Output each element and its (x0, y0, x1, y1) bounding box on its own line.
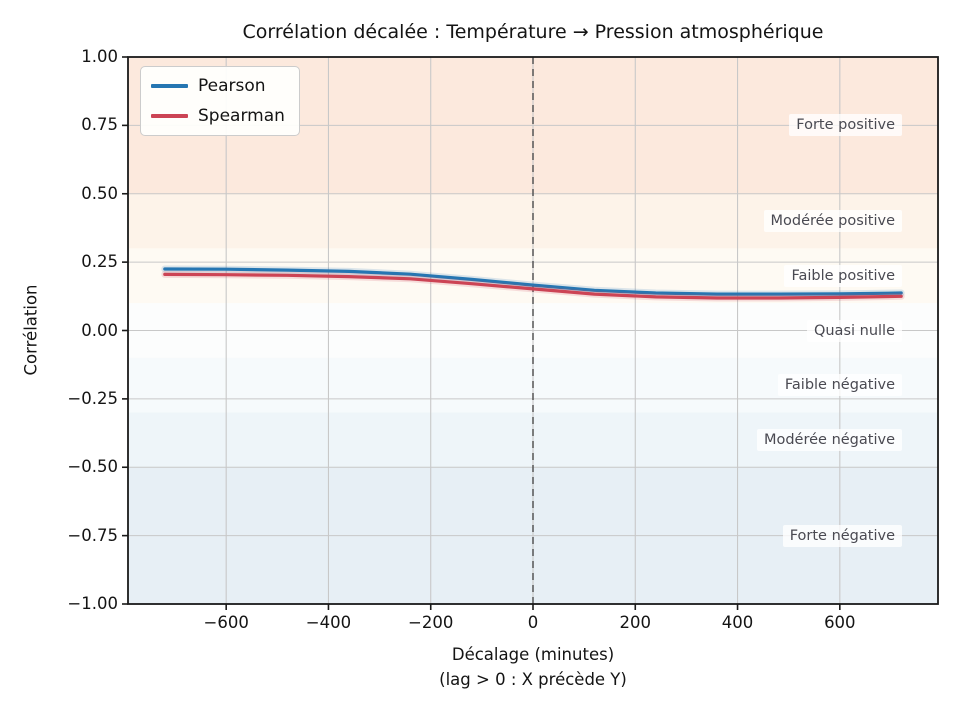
spearman-line (163, 272, 903, 300)
band-label: Modérée positive (763, 210, 902, 233)
x-tick-label: −600 (203, 613, 249, 632)
legend-entry-pearson: Pearson (151, 74, 285, 98)
x-tick-label: −200 (408, 613, 454, 632)
y-tick-label: −0.50 (67, 457, 118, 477)
x-tick-label: 200 (619, 613, 652, 632)
y-axis-label: Corrélation (21, 284, 41, 376)
legend-label-pearson: Pearson (198, 76, 266, 96)
chart-title: Corrélation décalée : Température → Pres… (242, 21, 824, 43)
x-tick-label: 400 (721, 613, 754, 632)
legend: Pearson Spearman (140, 66, 300, 136)
y-tick-label: 0.25 (81, 252, 118, 272)
band-label: Faible positive (784, 264, 902, 287)
band-label: Quasi nulle (806, 319, 902, 342)
x-axis-label-note: (lag > 0 : X précède Y) (439, 670, 627, 689)
y-tick-label: 0.00 (81, 320, 118, 340)
band-label: Forte négative (782, 524, 902, 547)
y-tick-label: −0.75 (67, 525, 118, 545)
pearson-line-swatch (151, 84, 188, 88)
y-tick-label: 0.50 (81, 183, 118, 203)
y-tick-label: −0.25 (67, 388, 118, 408)
x-tick-label: 600 (824, 613, 856, 632)
legend-entry-spearman: Spearman (151, 104, 285, 128)
y-tick-label: −1.00 (67, 594, 118, 613)
x-tick-label: 0 (527, 613, 539, 632)
y-tick-label: 0.75 (81, 115, 118, 135)
band-label: Faible négative (777, 374, 902, 397)
band-label: Forte positive (789, 114, 902, 137)
x-axis-label: Décalage (minutes) (451, 645, 615, 664)
spearman-line-swatch (151, 114, 188, 118)
y-tick-label: 1.00 (81, 47, 118, 66)
pearson-line (163, 267, 903, 296)
legend-label-spearman: Spearman (198, 106, 285, 126)
band-label: Modérée négative (756, 428, 902, 451)
x-tick-label: −400 (305, 613, 352, 632)
